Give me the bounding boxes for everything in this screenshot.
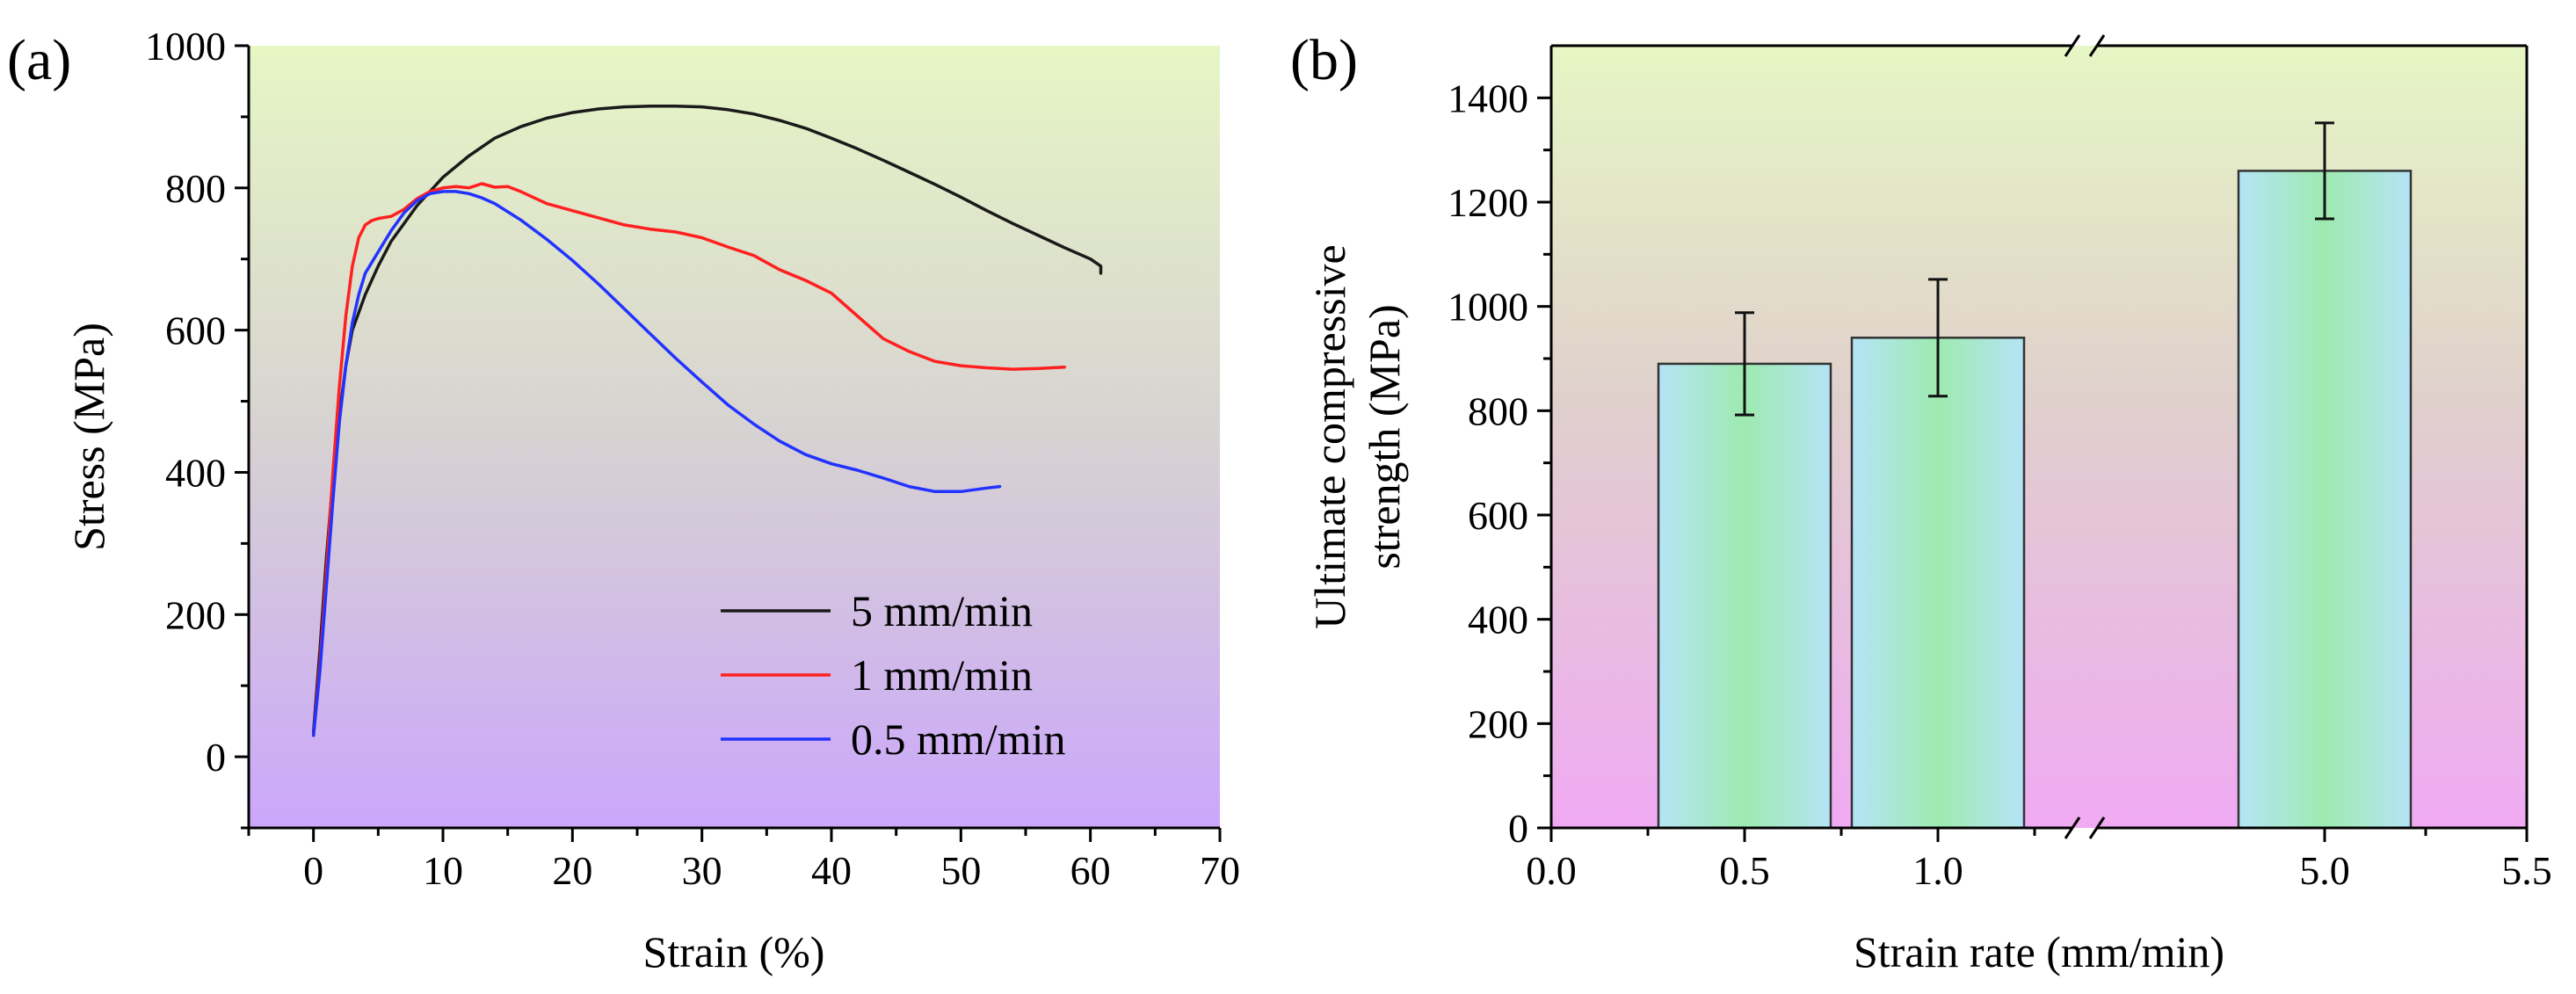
x-tick-label: 40 xyxy=(811,848,852,893)
panel-b-bars xyxy=(1657,121,2413,830)
axis-break-mark xyxy=(2088,34,2106,57)
y-tick-label: 400 xyxy=(165,450,226,495)
panel-b-axes: 0.0 0.5 1.0 5.0 5.5 0 200 400 600 800 1000 1200 1400 xyxy=(1448,34,2552,893)
panel-b-y-axis-title-line-2: strength (MPa) xyxy=(1360,304,1409,569)
y-tick-label: 800 xyxy=(1468,388,1528,433)
bar-5.0 xyxy=(2237,170,2413,830)
y-tick-label: 600 xyxy=(1468,493,1528,538)
axis-break-mark xyxy=(2088,816,2106,839)
y-tick-label: 1000 xyxy=(1448,285,1528,330)
x-tick-label: 60 xyxy=(1070,848,1111,893)
x-tick-label: 5.0 xyxy=(2299,848,2350,893)
x-tick-label: 0 xyxy=(303,848,323,893)
y-tick-label: 0 xyxy=(1508,806,1528,851)
y-tick-label: 400 xyxy=(1468,598,1528,642)
panel-a-chart: 5 mm/min 1 mm/min 0.5 mm/min 0 10 20 30 40 50 60… xyxy=(7,24,1240,976)
panel-b-label: (b) xyxy=(1290,28,1358,92)
legend-label-2: 1 mm/min xyxy=(851,650,1033,700)
legend-label-1: 5 mm/min xyxy=(851,586,1033,635)
x-tick-label: 5.5 xyxy=(2501,848,2552,893)
panel-a-axes: 0 10 20 30 40 50 60 70 0 200 400 600 800 1000 xyxy=(145,24,1240,893)
y-tick-label: 1200 xyxy=(1448,180,1528,225)
axis-break-mark xyxy=(2064,34,2081,57)
panel-a-label: (a) xyxy=(7,28,71,92)
y-tick-label: 1000 xyxy=(145,24,226,69)
bar-0.5 xyxy=(1657,362,1832,830)
panel-a-curves xyxy=(311,105,1103,737)
x-tick-label: 10 xyxy=(423,848,463,893)
x-tick-label: 1.0 xyxy=(1912,848,1963,893)
series-line-1 xyxy=(311,105,1103,734)
x-tick-label: 0.5 xyxy=(1719,848,1770,893)
panel-a-x-axis-title: Strain (%) xyxy=(643,927,825,976)
panel-a-y-axis-title: Stress (MPa) xyxy=(64,323,113,551)
axis-break-mark xyxy=(2064,816,2081,839)
panel-b-x-axis-title: Strain rate (mm/min) xyxy=(1854,927,2224,976)
x-tick-label: 50 xyxy=(940,848,981,893)
y-tick-label: 200 xyxy=(1468,701,1528,746)
x-tick-label: 0.0 xyxy=(1526,848,1577,893)
legend-label-3: 0.5 mm/min xyxy=(851,715,1065,764)
y-tick-label: 0 xyxy=(206,735,226,780)
y-tick-label: 600 xyxy=(165,308,226,353)
y-tick-label: 200 xyxy=(165,592,226,637)
x-tick-label: 30 xyxy=(682,848,722,893)
panel-a-plot-background xyxy=(249,46,1220,828)
x-tick-label: 20 xyxy=(552,848,592,893)
panel-b-y-axis-title-line-1: Ultimate compressive xyxy=(1305,244,1354,628)
bar-1.0 xyxy=(1850,337,2026,830)
y-tick-label: 800 xyxy=(165,166,226,211)
y-tick-label: 1400 xyxy=(1448,76,1528,120)
series-line-2 xyxy=(311,182,1066,737)
panel-a-legend: 5 mm/min 1 mm/min 0.5 mm/min xyxy=(721,586,1065,764)
series-line-3 xyxy=(311,190,1002,737)
x-tick-label: 70 xyxy=(1200,848,1240,893)
panel-b-chart: 0.0 0.5 1.0 5.0 5.5 0 200 400 600 800 1000 1200 1400… xyxy=(1290,28,2552,976)
